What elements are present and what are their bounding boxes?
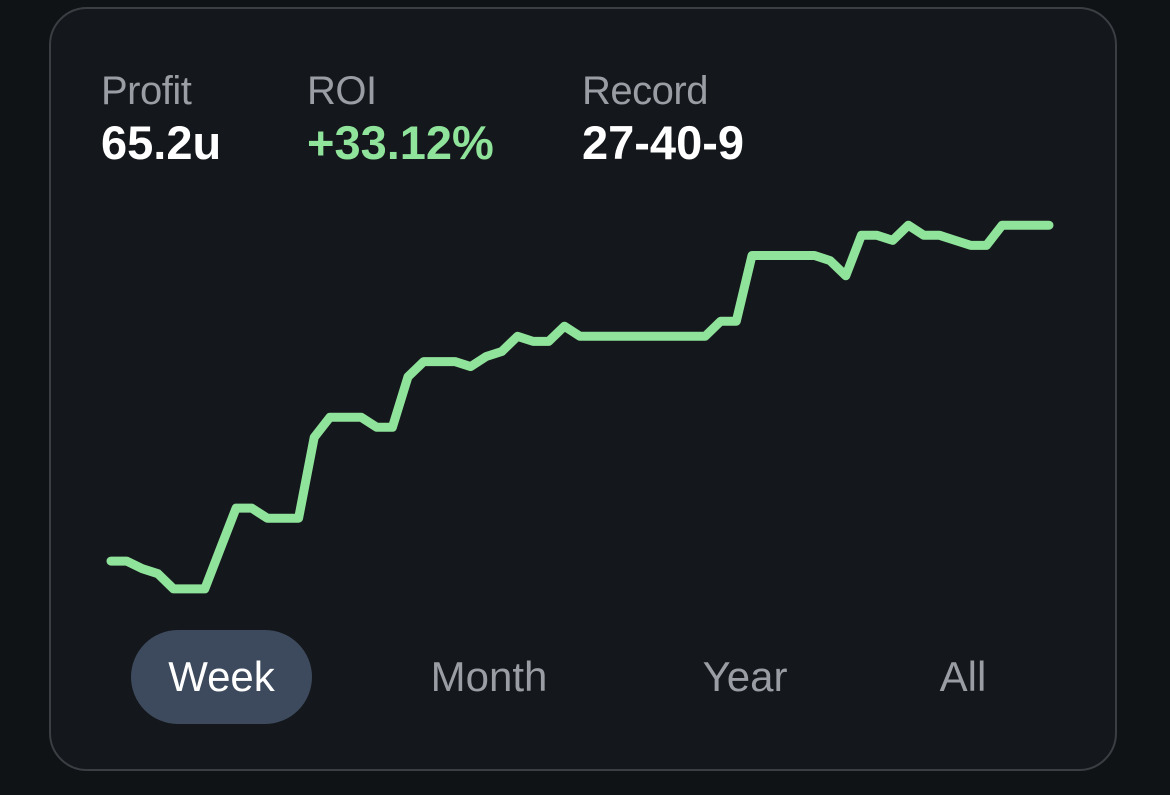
tab-month[interactable]: Month — [430, 653, 548, 700]
record-stat: Record 27-40-9 — [582, 67, 744, 171]
profit-line-chart — [106, 220, 1054, 594]
roi-value: +33.12% — [307, 116, 494, 169]
record-label: Record — [582, 69, 708, 113]
roi-label: ROI — [307, 69, 377, 113]
profit-label: Profit — [101, 69, 192, 113]
tab-week[interactable]: Week — [131, 630, 312, 724]
record-value: 27-40-9 — [582, 116, 744, 169]
profit-series-line — [106, 220, 1054, 594]
tab-all[interactable]: All — [939, 653, 987, 700]
period-tabs: Week Month Year All — [51, 630, 1115, 724]
profit-value: 65.2u — [101, 116, 222, 169]
roi-stat: ROI +33.12% — [307, 67, 494, 171]
profit-stat: Profit 65.2u — [101, 67, 221, 171]
tab-year[interactable]: Year — [702, 653, 788, 700]
stats-card: Profit 65.2u ROI +33.12% Record 27-40-9 … — [49, 7, 1117, 771]
